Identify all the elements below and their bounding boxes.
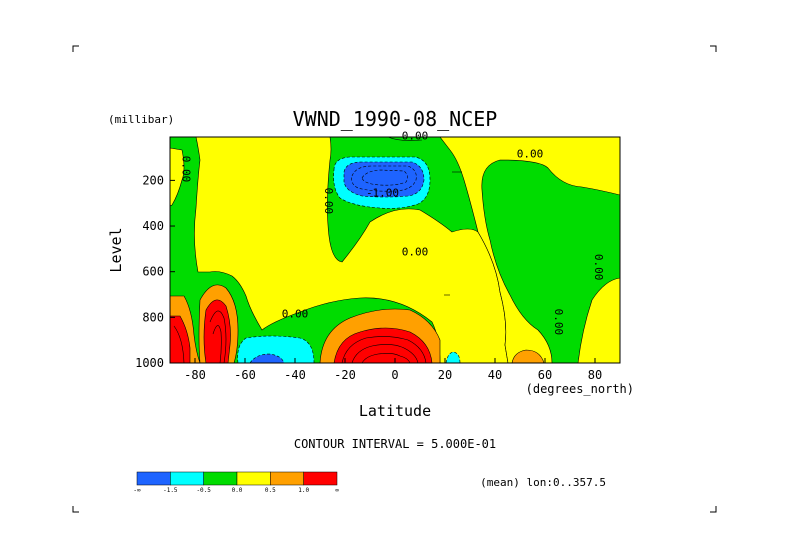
colorbar-swatch xyxy=(303,471,338,486)
contour-label: 0.00 xyxy=(322,188,335,215)
y-tick-label: 800 xyxy=(142,310,164,324)
colorbar-tick-label: -1.5 xyxy=(163,487,178,494)
contour-label: 0.00 xyxy=(552,309,565,336)
colorbar-swatch xyxy=(270,471,304,486)
units-label: (millibar) xyxy=(108,113,174,126)
plot-area xyxy=(170,137,620,363)
x-tick-label: 40 xyxy=(488,368,502,382)
contour-label: 0.00 xyxy=(180,156,193,183)
region-red-south-2 xyxy=(203,299,231,363)
contour-label: 0.00 xyxy=(282,307,309,320)
contour-lines-south xyxy=(173,310,227,363)
y-tick-label: 400 xyxy=(142,219,164,233)
y-tick-label: 1000 xyxy=(135,356,164,370)
contour-label: 0.00 xyxy=(592,254,605,281)
colorbar-tick-label: -0.5 xyxy=(196,487,211,494)
region-blue-upper xyxy=(343,161,425,198)
colorbar-tick-label: 0.0 xyxy=(232,487,243,494)
colorbar: -∞ -1.5 -0.5 0.0 0.5 1.0 ∞ xyxy=(133,471,339,494)
region-cyan-small xyxy=(445,351,461,363)
region-cyan-surface xyxy=(237,335,315,363)
y-tick-label: 600 xyxy=(142,265,164,279)
contour-label: 0.00 xyxy=(517,148,544,161)
contour-label: 0.00 xyxy=(402,129,429,142)
y-axis-label: Level xyxy=(107,227,125,272)
x-tick-label: 80 xyxy=(588,368,602,382)
region-yellow-right xyxy=(439,137,620,363)
region-yellow-left-edge xyxy=(170,147,185,207)
contour-lines-equator xyxy=(341,336,427,363)
colorbar-swatch xyxy=(136,471,171,486)
colorbar-tick-label: 1.0 xyxy=(298,487,309,494)
region-orange-north xyxy=(511,349,545,363)
colorbar-swatch xyxy=(236,471,271,486)
x-units-label: (degrees_north) xyxy=(526,382,634,396)
crop-marks xyxy=(72,45,717,513)
x-tick-label: -20 xyxy=(334,368,356,382)
colorbar-swatch xyxy=(203,471,238,486)
contour-interval-text: CONTOUR INTERVAL = 5.000E-01 xyxy=(294,437,496,451)
y-axis: 200 400 600 800 1000 xyxy=(135,173,175,370)
x-axis: -80 -60 -40 -20 0 20 40 60 80 xyxy=(184,358,602,382)
top-zero-line xyxy=(387,137,423,141)
x-tick-label: -60 xyxy=(234,368,256,382)
region-red-equator xyxy=(333,327,433,363)
contour-label: -1.00 xyxy=(366,186,399,199)
region-blue-surface xyxy=(249,353,285,363)
x-axis-label: Latitude xyxy=(359,402,431,420)
region-yellow-right-low xyxy=(577,277,620,363)
x-tick-label: -40 xyxy=(284,368,306,382)
colorbar-tick-label: -∞ xyxy=(133,487,141,494)
colorbar-tick-label: 0.5 xyxy=(265,487,276,494)
contour-labels: 0.00 0.00 -1.00 0.00 0.00 0.00 0.00 0.00 0.00 xyxy=(180,129,606,335)
x-tick-label: 0 xyxy=(391,368,398,382)
contour-lines-upper xyxy=(351,165,417,192)
x-tick-label: -80 xyxy=(184,368,206,382)
mean-annotation: (mean) lon:0..357.5 xyxy=(480,476,606,489)
x-tick-label: 20 xyxy=(438,368,452,382)
colorbar-swatch xyxy=(170,471,204,486)
y-tick-label: 200 xyxy=(142,173,164,187)
chart-title: VWND_1990-08_NCEP xyxy=(293,107,498,131)
colorbar-tick-label: ∞ xyxy=(335,487,339,494)
contour-label: 0.00 xyxy=(402,246,429,259)
x-tick-label: 60 xyxy=(538,368,552,382)
